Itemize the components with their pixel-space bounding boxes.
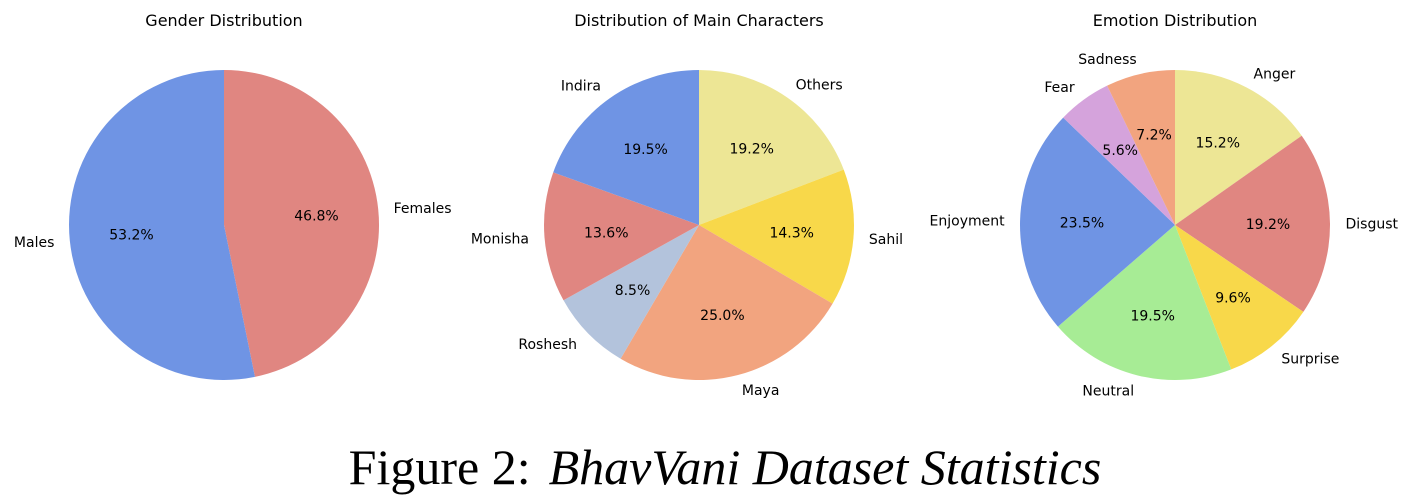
characters-pie-chart: Distribution of Main Characters 19.2% Othe… xyxy=(471,11,903,399)
characters-slice-label-others: Others xyxy=(796,78,843,94)
gender-percent-label-males: 53.2% xyxy=(109,227,153,243)
emotion-slice-label-fear: Fear xyxy=(1044,80,1074,96)
emotion-slice-label-disgust: Disgust xyxy=(1346,216,1399,232)
emotion-percent-label-anger: 15.2% xyxy=(1196,135,1240,151)
characters-slice-maya xyxy=(620,225,833,380)
characters-percent-label-indira: 19.5% xyxy=(623,142,667,158)
emotion-slice-label-neutral: Neutral xyxy=(1082,384,1134,400)
gender-slice-label-females: Females xyxy=(394,201,452,217)
characters-slice-roshesh xyxy=(563,225,699,359)
characters-slice-label-maya: Maya xyxy=(742,383,780,399)
emotion-percent-label-enjoyment: 23.5% xyxy=(1060,216,1104,232)
characters-percent-label-monisha: 13.6% xyxy=(584,225,628,241)
emotion-percent-label-fear: 5.6% xyxy=(1102,143,1138,159)
characters-slice-label-roshesh: Roshesh xyxy=(518,337,577,353)
characters-percent-label-others: 19.2% xyxy=(729,141,773,157)
characters-slice-indira xyxy=(553,70,699,225)
characters-chart-title: Distribution of Main Characters xyxy=(574,11,824,30)
gender-slice-females xyxy=(224,70,380,377)
emotion-slice-disgust xyxy=(1175,135,1330,312)
gender-pie-chart: Gender Distribution 46.8% Females 53.2% Male… xyxy=(14,11,452,381)
characters-slice-others xyxy=(699,70,844,225)
figure-caption: Figure 2: BhavVani Dataset Statistics xyxy=(349,439,1102,495)
caption-prefix: Figure 2: xyxy=(349,439,531,495)
emotion-percent-label-surprise: 9.6% xyxy=(1215,291,1251,307)
emotion-slice-label-enjoyment: Enjoyment xyxy=(930,214,1006,230)
caption-text: BhavVani Dataset Statistics xyxy=(549,439,1102,495)
emotion-slice-label-sadness: Sadness xyxy=(1078,52,1136,68)
emotion-slice-label-anger: Anger xyxy=(1254,67,1296,83)
characters-percent-label-sahil: 14.3% xyxy=(769,226,813,242)
emotion-slice-sadness xyxy=(1107,70,1175,225)
emotion-pie-chart: Emotion Distribution 15.2% Anger 19.2% Disgu… xyxy=(930,11,1399,400)
characters-slice-sahil xyxy=(699,169,854,304)
gender-chart-title: Gender Distribution xyxy=(145,11,302,30)
characters-slice-label-sahil: Sahil xyxy=(869,232,903,248)
characters-percent-label-maya: 25.0% xyxy=(700,308,744,324)
emotion-slice-anger xyxy=(1175,70,1302,225)
gender-percent-label-females: 46.8% xyxy=(294,209,338,225)
emotion-percent-label-neutral: 19.5% xyxy=(1130,308,1174,324)
emotion-slice-enjoyment xyxy=(1020,117,1175,327)
emotion-chart-title: Emotion Distribution xyxy=(1093,11,1258,30)
gender-slice-males xyxy=(69,70,255,381)
emotion-slice-surprise xyxy=(1175,225,1304,370)
gender-slice-label-males: Males xyxy=(14,235,54,251)
emotion-slice-label-surprise: Surprise xyxy=(1281,351,1339,367)
emotion-percent-label-sadness: 7.2% xyxy=(1136,127,1172,143)
emotion-slice-neutral xyxy=(1057,225,1232,380)
pie-charts: Gender Distribution 46.8% Females 53.2% Male… xyxy=(14,11,1399,400)
emotion-percent-label-disgust: 19.2% xyxy=(1246,217,1290,233)
emotion-slice-fear xyxy=(1063,85,1175,226)
characters-slice-monisha xyxy=(544,172,699,301)
characters-percent-label-roshesh: 8.5% xyxy=(615,283,651,299)
characters-slice-label-monisha: Monisha xyxy=(471,232,529,248)
characters-slice-label-indira: Indira xyxy=(561,78,601,94)
